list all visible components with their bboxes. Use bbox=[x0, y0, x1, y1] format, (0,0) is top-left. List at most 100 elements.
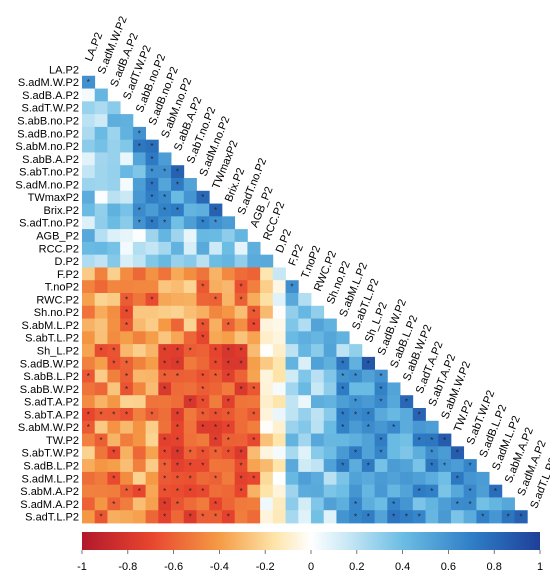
heatmap-cell bbox=[196, 190, 210, 204]
significance-star: * bbox=[125, 410, 128, 419]
heatmap-cell bbox=[349, 497, 363, 511]
row-label: S.abM.no.P2 bbox=[15, 141, 79, 153]
heatmap-cell bbox=[450, 459, 465, 473]
significance-star: * bbox=[227, 321, 230, 330]
significance-star: * bbox=[239, 359, 242, 368]
heatmap-cell bbox=[107, 510, 121, 524]
heatmap-cell bbox=[285, 382, 299, 396]
significance-star: * bbox=[252, 385, 255, 394]
heatmap-cell bbox=[285, 408, 299, 422]
heatmap-cell bbox=[234, 229, 248, 243]
heatmap-cell bbox=[221, 382, 236, 396]
significance-star: * bbox=[112, 500, 115, 509]
significance-star: * bbox=[227, 398, 230, 407]
row-label: S.abM.L.P2 bbox=[22, 320, 79, 332]
heatmap-cell bbox=[221, 229, 236, 243]
heatmap-cell bbox=[196, 331, 210, 345]
significance-star: * bbox=[418, 487, 421, 496]
heatmap-cell bbox=[400, 459, 414, 473]
significance-star: * bbox=[163, 359, 166, 368]
heatmap-cell bbox=[196, 267, 210, 281]
heatmap-cell bbox=[132, 484, 147, 498]
significance-star: * bbox=[163, 347, 166, 356]
heatmap-cell bbox=[107, 331, 121, 345]
heatmap-cell bbox=[120, 280, 134, 294]
heatmap-cell bbox=[221, 459, 236, 473]
color-scale-legend: -1 -0.8 -0.6 -0.4 -0.2 0 0.2 0.4 0.6 0.8 1 bbox=[77, 532, 543, 573]
heatmap-cell bbox=[311, 433, 325, 447]
heatmap-cell bbox=[120, 178, 134, 192]
heatmap-cell bbox=[221, 280, 236, 294]
heatmap-cell bbox=[272, 293, 286, 307]
heatmap-cell bbox=[132, 241, 147, 256]
heatmap-cell bbox=[349, 446, 363, 460]
heatmap-cell bbox=[285, 356, 299, 371]
heatmap-cell bbox=[234, 420, 248, 434]
row-label: RWC.P2 bbox=[36, 294, 79, 306]
significance-star: * bbox=[201, 410, 204, 419]
heatmap-cell bbox=[221, 293, 236, 307]
significance-star: * bbox=[201, 423, 204, 432]
heatmap-cell bbox=[82, 484, 96, 498]
heatmap-cell bbox=[196, 433, 210, 447]
heatmap-cell bbox=[94, 254, 108, 268]
heatmap-cell bbox=[298, 293, 312, 307]
heatmap-cell bbox=[234, 484, 248, 498]
row-label: S.adM.no.P2 bbox=[15, 179, 79, 191]
significance-star: * bbox=[163, 500, 166, 509]
heatmap-cell bbox=[463, 484, 477, 498]
heatmap-cell bbox=[145, 471, 159, 486]
heatmap-cell bbox=[158, 305, 172, 319]
heatmap-cell bbox=[272, 280, 286, 294]
heatmap-cell bbox=[323, 471, 337, 486]
heatmap-cell bbox=[260, 408, 274, 422]
heatmap-cell bbox=[336, 484, 350, 498]
significance-star: * bbox=[189, 474, 192, 483]
heatmap-cell bbox=[158, 369, 172, 383]
heatmap-cell bbox=[82, 510, 96, 524]
heatmap-cell bbox=[94, 139, 108, 153]
heatmap-cell bbox=[285, 459, 299, 473]
heatmap-cell bbox=[94, 484, 108, 498]
heatmap-cell bbox=[400, 484, 414, 498]
heatmap-cell bbox=[311, 510, 325, 524]
significance-star: * bbox=[239, 449, 242, 458]
heatmap-cell bbox=[183, 280, 197, 294]
heatmap-cell bbox=[171, 241, 185, 256]
heatmap-cell bbox=[158, 216, 172, 230]
heatmap-cell bbox=[272, 459, 286, 473]
heatmap-cell bbox=[361, 420, 376, 434]
significance-star: * bbox=[468, 500, 471, 509]
color-scale-ticks: -1 -0.8 -0.6 -0.4 -0.2 0 0.2 0.4 0.6 0.8 1 bbox=[77, 550, 543, 573]
significance-star: * bbox=[176, 487, 179, 496]
heatmap-cell bbox=[336, 395, 350, 409]
heatmap-cell bbox=[234, 305, 248, 319]
heatmap-cell bbox=[387, 433, 401, 447]
heatmap-cell bbox=[323, 395, 337, 409]
heatmap-cell bbox=[361, 510, 376, 524]
heatmap-cell bbox=[107, 114, 121, 128]
heatmap-cell bbox=[323, 459, 337, 473]
heatmap-cell bbox=[336, 344, 350, 358]
heatmap-cell bbox=[107, 229, 121, 243]
heatmap-cell bbox=[158, 433, 172, 447]
heatmap-cell bbox=[183, 408, 197, 422]
heatmap-cell bbox=[323, 356, 337, 371]
heatmap-cell bbox=[171, 395, 185, 409]
heatmap-cell bbox=[145, 420, 159, 434]
row-label: D.P2 bbox=[55, 256, 79, 268]
color-scale-bar bbox=[82, 532, 540, 550]
heatmap-cell bbox=[425, 497, 439, 511]
heatmap-cell bbox=[387, 420, 401, 434]
heatmap-cell bbox=[425, 446, 439, 460]
significance-star: * bbox=[227, 347, 230, 356]
heatmap-cell bbox=[132, 471, 147, 486]
heatmap-cell bbox=[349, 408, 363, 422]
heatmap-cell bbox=[145, 318, 159, 332]
heatmap-cell bbox=[183, 203, 197, 217]
heatmap-cell bbox=[272, 267, 286, 281]
heatmap-cell bbox=[94, 318, 108, 332]
heatmap-cell bbox=[209, 420, 223, 434]
heatmap-cell bbox=[145, 497, 159, 511]
